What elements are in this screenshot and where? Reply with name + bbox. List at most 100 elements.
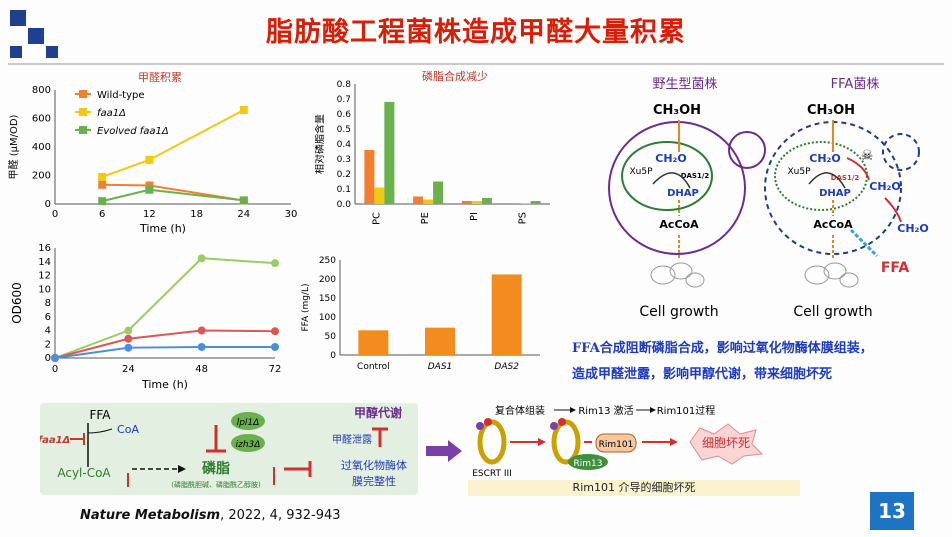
y-tick-label: 14: [38, 257, 51, 268]
legend-marker: [79, 90, 87, 98]
y-tick-label: 0.8: [337, 80, 352, 90]
legend-marker: [79, 108, 87, 116]
rim-step3: Rim101过程: [657, 404, 716, 417]
ffa-ch2o: CH₂O: [809, 152, 840, 165]
x-tick-label: 30: [285, 209, 298, 220]
pathway-phospholipid: 磷脂: [202, 460, 230, 477]
wt-cell-growth: Cell growth: [639, 304, 718, 320]
citation: Nature Metabolism, 2022, 4, 932-943: [80, 508, 341, 523]
x-axis-label: Time (h): [141, 378, 188, 391]
y-tick-label: 4: [45, 326, 51, 337]
x-tick-label: 6: [99, 209, 105, 220]
citation-rest: , 2022, 4, 932-943: [220, 508, 341, 523]
ffa-dhap: DHAP: [819, 188, 851, 199]
rim-escrt: ESCRT III: [472, 469, 512, 479]
x-tick-label: DAS1: [428, 362, 453, 372]
y-tick-label: 0.4: [337, 140, 352, 150]
title-divider: [8, 63, 944, 65]
y-axis-label: FFA (mg/L): [301, 283, 311, 331]
series-line: [101, 109, 245, 178]
data-point: [145, 181, 154, 190]
y-tick-label: 400: [32, 142, 51, 153]
y-tick-label: 2: [45, 339, 51, 350]
x-tick-label: 0: [52, 209, 58, 220]
wt-accoa: AcCoA: [659, 218, 699, 231]
formaldehyde-chart: 甲醛积累 0 200 400 600 800 0 6 12 18 24 30 Time (h) 甲醛 (μ…: [7, 70, 298, 235]
chart-title: 磷脂合成减少: [422, 70, 488, 83]
pathway-peroxisome-1: 过氧化物酶体: [341, 458, 407, 472]
series-line: [54, 257, 276, 359]
bar: [530, 201, 541, 204]
wt-methanol: CH₃OH: [653, 103, 701, 118]
summary-line-1: FFA合成阻断磷脂合成，影响过氧化物酶体膜组装，: [572, 341, 873, 356]
y-tick-label: 100: [319, 313, 336, 323]
data-point: [124, 343, 133, 352]
pathway-ffa: FFA: [90, 408, 112, 422]
bar: [481, 198, 492, 204]
x-tick-label: PC: [371, 212, 382, 225]
series-line: [101, 188, 244, 203]
wt-dhap: DHAP: [667, 188, 699, 199]
bar: [433, 181, 444, 204]
pathway-panel: [40, 403, 418, 495]
wt-xu5p: Xu5P: [629, 167, 653, 177]
wt-title: 野生型菌株: [652, 77, 717, 92]
ffa-methanol: CH₃OH: [807, 103, 855, 118]
x-tick-label: 72: [269, 364, 282, 375]
bar: [358, 330, 389, 355]
ffa-cell-growth: Cell growth: [793, 304, 872, 320]
y-tick-label: 0.7: [337, 95, 351, 105]
y-tick-label: 150: [319, 294, 336, 304]
phospholipid-chart: 磷脂合成减少 0.0 0.1 0.2 0.3 0.4 0.5 0.6 0.7 0.8 相对磷脂含量 P…: [315, 70, 550, 225]
data-point: [239, 105, 248, 114]
bar: [491, 274, 522, 355]
y-tick-label: 10: [38, 284, 51, 295]
ffa-das: DAS1/2: [831, 174, 860, 182]
data-point: [271, 343, 279, 351]
y-tick-label: 12: [38, 271, 51, 282]
bar: [364, 150, 375, 204]
data-point: [98, 180, 107, 189]
y-tick-label: 0.2: [337, 170, 351, 180]
y-tick-label: 0: [45, 199, 51, 210]
y-tick-label: 6: [45, 312, 51, 323]
data-point: [239, 196, 248, 205]
x-tick-label: 0: [52, 364, 58, 375]
data-point: [124, 326, 133, 335]
y-tick-label: 600: [32, 114, 51, 125]
y-tick-label: 16: [38, 243, 51, 254]
summary-line-2: 造成甲醛泄露，影响甲醇代谢，带来细胞坏死: [572, 367, 833, 382]
y-tick-label: 800: [32, 85, 51, 96]
page-number: 13: [870, 492, 914, 530]
rim-step2: Rim13 激活: [578, 404, 633, 417]
bar: [510, 203, 521, 204]
x-tick-label: PE: [420, 212, 431, 224]
pathway-phospholipid-sub: (磷脂酰胆碱、磷脂酰乙醇胺): [171, 480, 261, 489]
wt-yeast-icon: [650, 262, 705, 288]
wt-ch2o: CH₂O: [655, 152, 686, 165]
y-tick-label: 50: [325, 332, 337, 342]
y-tick-label: 0.6: [337, 110, 352, 120]
ffa-product: FFA: [881, 260, 910, 276]
series-line: [54, 329, 276, 359]
y-tick-label: 8: [45, 298, 51, 309]
x-tick-label: PS: [518, 212, 529, 224]
chart-title: 甲醛积累: [138, 70, 182, 84]
bar: [384, 102, 395, 204]
data-point: [98, 197, 107, 206]
rim-caption: Rim101 介导的细胞坏死: [468, 480, 800, 496]
x-tick-label: 12: [143, 209, 156, 220]
data-point: [98, 172, 107, 181]
bar: [413, 196, 424, 204]
x-tick-label: 48: [195, 364, 208, 375]
legend-label: Wild-type: [97, 90, 145, 101]
y-tick-label: 250: [319, 256, 336, 266]
bar: [374, 187, 385, 204]
data-point: [271, 327, 279, 336]
pathway-lpl1: lpl1Δ: [237, 418, 260, 428]
x-tick-label: PI: [469, 212, 480, 221]
rim-necrosis: 细胞坏死: [702, 436, 750, 450]
bar: [471, 201, 482, 204]
bar: [425, 327, 455, 355]
